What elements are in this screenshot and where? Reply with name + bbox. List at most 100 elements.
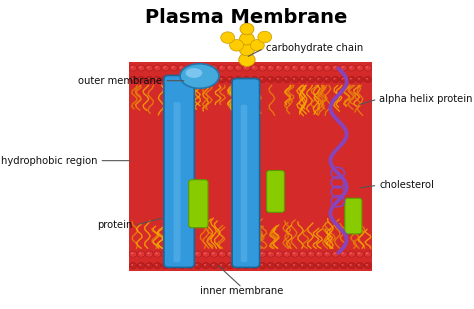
Circle shape <box>309 264 311 266</box>
Circle shape <box>364 251 372 257</box>
Circle shape <box>178 65 185 71</box>
Circle shape <box>131 66 133 68</box>
Circle shape <box>237 252 238 254</box>
Circle shape <box>358 252 360 254</box>
FancyBboxPatch shape <box>173 102 181 262</box>
Circle shape <box>324 65 331 71</box>
Circle shape <box>250 40 264 51</box>
Circle shape <box>340 251 347 257</box>
Circle shape <box>196 66 198 68</box>
Circle shape <box>245 252 246 254</box>
Text: inner membrane: inner membrane <box>201 286 284 296</box>
Circle shape <box>180 78 182 80</box>
Circle shape <box>332 251 339 257</box>
Circle shape <box>240 33 254 45</box>
Circle shape <box>342 66 344 68</box>
Circle shape <box>239 53 255 66</box>
Circle shape <box>332 76 339 83</box>
FancyBboxPatch shape <box>266 171 284 212</box>
Circle shape <box>285 78 287 80</box>
Circle shape <box>366 66 368 68</box>
Circle shape <box>228 264 230 266</box>
Circle shape <box>317 66 319 68</box>
Circle shape <box>245 264 246 266</box>
Circle shape <box>196 78 198 80</box>
Text: protein: protein <box>97 220 133 230</box>
Circle shape <box>251 263 258 269</box>
Circle shape <box>334 252 336 254</box>
Circle shape <box>309 78 311 80</box>
Circle shape <box>243 251 250 257</box>
Circle shape <box>324 76 331 83</box>
Circle shape <box>210 65 218 71</box>
Circle shape <box>317 252 319 254</box>
Circle shape <box>348 263 356 269</box>
Circle shape <box>243 76 250 83</box>
Circle shape <box>358 66 360 68</box>
Circle shape <box>146 263 153 269</box>
Circle shape <box>155 264 157 266</box>
Circle shape <box>277 66 279 68</box>
Circle shape <box>253 264 255 266</box>
Circle shape <box>285 264 287 266</box>
Circle shape <box>137 263 145 269</box>
Circle shape <box>202 251 210 257</box>
Circle shape <box>164 264 165 266</box>
Text: Plasma Membrane: Plasma Membrane <box>145 8 347 28</box>
Circle shape <box>292 251 299 257</box>
Circle shape <box>220 264 222 266</box>
Circle shape <box>340 76 347 83</box>
Circle shape <box>172 252 173 254</box>
Ellipse shape <box>180 64 219 88</box>
Circle shape <box>366 78 368 80</box>
Bar <box>129 62 372 271</box>
Circle shape <box>324 263 331 269</box>
Circle shape <box>245 66 246 68</box>
Circle shape <box>147 264 149 266</box>
Circle shape <box>340 65 347 71</box>
Circle shape <box>235 76 242 83</box>
Circle shape <box>170 263 177 269</box>
Circle shape <box>243 65 250 71</box>
Circle shape <box>342 264 344 266</box>
Circle shape <box>253 78 255 80</box>
FancyBboxPatch shape <box>232 78 260 267</box>
Circle shape <box>326 66 328 68</box>
Circle shape <box>300 65 307 71</box>
Circle shape <box>170 76 177 83</box>
Circle shape <box>202 65 210 71</box>
Text: cholesterol: cholesterol <box>379 180 434 190</box>
FancyBboxPatch shape <box>345 198 362 234</box>
Circle shape <box>267 263 274 269</box>
Circle shape <box>239 43 255 56</box>
Circle shape <box>137 76 145 83</box>
Circle shape <box>275 263 283 269</box>
Circle shape <box>261 264 263 266</box>
Circle shape <box>251 76 258 83</box>
Circle shape <box>285 66 287 68</box>
Circle shape <box>188 264 190 266</box>
FancyBboxPatch shape <box>241 105 247 262</box>
Circle shape <box>332 263 339 269</box>
Circle shape <box>292 76 299 83</box>
Circle shape <box>227 76 234 83</box>
Circle shape <box>366 252 368 254</box>
Circle shape <box>170 251 177 257</box>
Circle shape <box>326 264 328 266</box>
Circle shape <box>269 66 271 68</box>
Circle shape <box>293 264 295 266</box>
Circle shape <box>275 65 283 71</box>
Circle shape <box>364 65 372 71</box>
Circle shape <box>162 251 169 257</box>
Circle shape <box>172 78 173 80</box>
Circle shape <box>334 78 336 80</box>
Circle shape <box>196 252 198 254</box>
Circle shape <box>219 263 226 269</box>
Circle shape <box>180 252 182 254</box>
Circle shape <box>348 76 356 83</box>
Circle shape <box>139 78 141 80</box>
Circle shape <box>194 76 201 83</box>
Text: carbohydrate chain: carbohydrate chain <box>266 43 364 53</box>
Circle shape <box>348 251 356 257</box>
Circle shape <box>269 78 271 80</box>
